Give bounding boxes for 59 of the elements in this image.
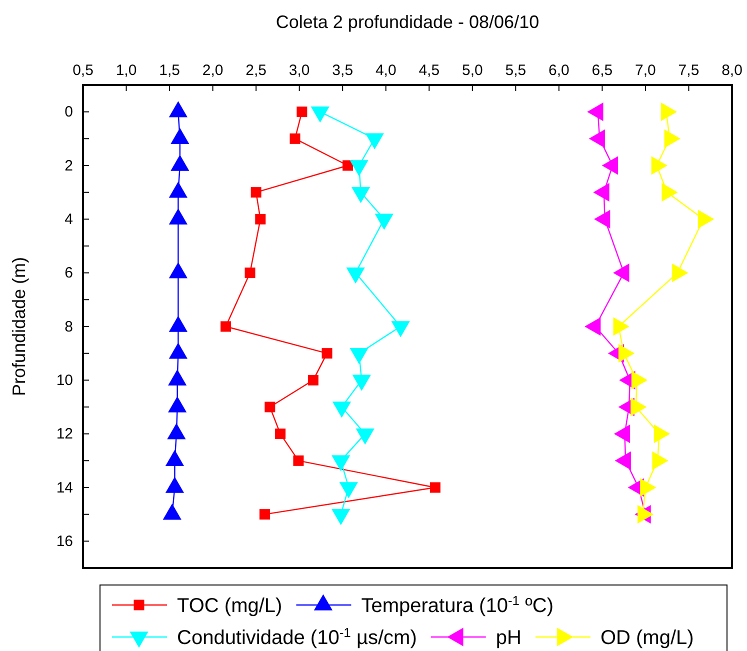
y-tick-label: 10	[56, 372, 73, 389]
y-axis-title: Profundidade (m)	[9, 256, 29, 396]
point	[662, 183, 678, 202]
y-tick-label: 16	[56, 532, 73, 550]
x-tick-label: 4,5	[418, 62, 440, 79]
legend-label: TOC (mg/L)	[177, 595, 282, 617]
point	[640, 478, 656, 497]
x-tick-label: 4,0	[375, 62, 396, 79]
point	[652, 451, 668, 470]
point	[290, 133, 300, 144]
x-tick-label: 6,5	[592, 62, 613, 79]
x-tick-label: 6,0	[548, 62, 570, 79]
x-tick-label: 1,0	[116, 62, 137, 79]
point	[654, 424, 670, 444]
point	[672, 264, 688, 282]
legend-label: Temperatura (10$^{-1}$ ºC)	[361, 592, 554, 617]
point	[638, 505, 654, 524]
y-tick-label: 2	[64, 157, 73, 174]
y-tick-label: 12	[56, 426, 73, 443]
y-tick-label: 14	[56, 479, 73, 496]
x-tick-label: 7,0	[635, 62, 656, 79]
y-tick-label: 6	[64, 264, 73, 282]
x-tick-label: 2,5	[246, 62, 266, 79]
x-tick-label: 2,0	[202, 62, 224, 79]
x-tick-label: 1,5	[159, 62, 180, 79]
point	[430, 482, 440, 493]
point	[660, 102, 677, 122]
point	[264, 402, 276, 412]
x-tick-label: 0,5	[72, 62, 94, 79]
y-tick-label: 8	[64, 318, 73, 336]
point	[618, 344, 635, 363]
chart-title: Coleta 2 profundidade - 08/06/10	[276, 12, 540, 32]
point	[613, 317, 630, 336]
point	[255, 214, 266, 224]
x-tick-label: 3,0	[288, 62, 310, 79]
legend-label: OD (mg/L)	[600, 627, 694, 649]
point	[631, 370, 648, 390]
x-tick-label: 5,5	[505, 62, 526, 79]
point	[698, 210, 714, 228]
x-tick-label: 5,0	[462, 62, 483, 79]
x-tick-label: 7,5	[678, 62, 700, 79]
point	[220, 321, 232, 332]
point	[630, 398, 647, 416]
point	[651, 156, 668, 175]
legend-label: Condutividade (10$^{-1}$ µs/cm)	[177, 624, 417, 649]
point	[308, 374, 318, 386]
point	[259, 509, 270, 520]
point	[322, 348, 332, 359]
x-tick-label: 3,5	[332, 62, 354, 79]
point	[296, 106, 308, 118]
point	[275, 428, 286, 440]
point	[250, 187, 262, 198]
legend-label: pH	[496, 627, 522, 649]
point	[244, 268, 256, 278]
point	[293, 455, 304, 466]
point	[664, 129, 680, 148]
y-tick-label: 4	[64, 210, 73, 228]
y-tick-label: 0	[64, 104, 73, 121]
x-tick-label: 8,0	[722, 62, 742, 79]
